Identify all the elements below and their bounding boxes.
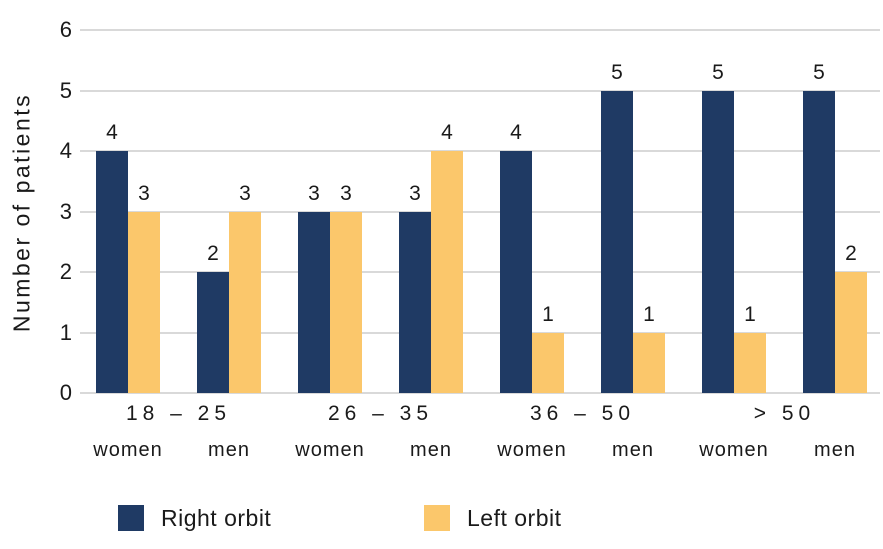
age-group-label: 36 – 50 xyxy=(529,402,636,425)
bar-value-label: 3 xyxy=(409,181,421,205)
bar-value-label: 4 xyxy=(441,121,453,144)
y-tick-label: 5 xyxy=(59,77,72,103)
y-tick-label: 0 xyxy=(59,380,72,405)
gridline xyxy=(80,150,880,152)
bar-left-orbit xyxy=(431,151,463,393)
sex-label-women: women xyxy=(295,439,365,461)
bar-right-orbit xyxy=(601,90,633,393)
gridline xyxy=(80,392,880,394)
age-group-label: 18 – 25 xyxy=(125,402,232,425)
sex-label-women: women xyxy=(93,439,163,461)
bar-right-orbit xyxy=(702,90,734,393)
bar-value-label: 1 xyxy=(744,302,756,326)
legend-item-right-orbit: Right orbit xyxy=(118,504,271,532)
bar-left-orbit xyxy=(835,272,867,393)
gridline xyxy=(80,331,880,334)
age-group-label: > 50 xyxy=(753,402,816,425)
legend-label-left-orbit: Left orbit xyxy=(467,504,562,531)
legend-swatch-left-orbit-icon xyxy=(424,505,450,531)
bar-right-orbit xyxy=(298,211,330,393)
bar-left-orbit xyxy=(330,211,362,393)
bar-value-label: 4 xyxy=(510,121,522,144)
bar-value-label: 4 xyxy=(106,121,118,144)
sex-label-men: men xyxy=(814,439,856,461)
bar-value-label: 3 xyxy=(239,181,251,205)
bar-left-orbit xyxy=(128,211,160,393)
sex-label-women: women xyxy=(699,439,769,461)
bar-value-label: 5 xyxy=(611,60,623,84)
bar-right-orbit xyxy=(500,151,532,393)
bar-value-label: 5 xyxy=(712,60,724,84)
y-tick-label: 3 xyxy=(59,198,72,224)
bar-right-orbit xyxy=(197,272,229,393)
bar-value-label: 1 xyxy=(542,302,554,326)
bar-right-orbit xyxy=(399,211,431,393)
bar-right-orbit xyxy=(803,90,835,393)
age-group-label: 26 – 35 xyxy=(327,402,434,425)
bar-value-label: 5 xyxy=(813,60,825,84)
y-tick-label: 1 xyxy=(59,319,72,345)
gridline xyxy=(80,210,880,213)
legend-label-right-orbit: Right orbit xyxy=(161,504,272,531)
legend-item-left-orbit: Left orbit xyxy=(424,504,562,532)
sex-label-women: women xyxy=(497,439,567,461)
gridline xyxy=(80,89,880,92)
bar-value-label: 2 xyxy=(207,242,219,265)
bar-value-label: 1 xyxy=(643,302,655,326)
bar-left-orbit xyxy=(532,332,564,393)
bar-left-orbit xyxy=(734,332,766,393)
gridline xyxy=(80,29,880,31)
legend-swatch-right-orbit-icon xyxy=(118,505,144,531)
y-tick-label: 6 xyxy=(59,17,72,42)
bar-right-orbit xyxy=(96,151,128,393)
gridline xyxy=(80,271,880,273)
sex-label-men: men xyxy=(612,439,654,461)
bar-left-orbit xyxy=(633,332,665,393)
bar-value-label: 3 xyxy=(138,181,150,205)
sex-label-men: men xyxy=(208,439,250,461)
y-tick-label: 4 xyxy=(59,138,72,163)
sex-label-men: men xyxy=(410,439,452,461)
bar-value-label: 3 xyxy=(340,181,352,205)
bar-left-orbit xyxy=(229,211,261,393)
bar-value-label: 3 xyxy=(308,181,320,205)
legend: Right orbit Left orbit xyxy=(0,504,883,536)
bar-value-label: 2 xyxy=(845,242,857,265)
y-tick-label: 2 xyxy=(59,259,72,284)
